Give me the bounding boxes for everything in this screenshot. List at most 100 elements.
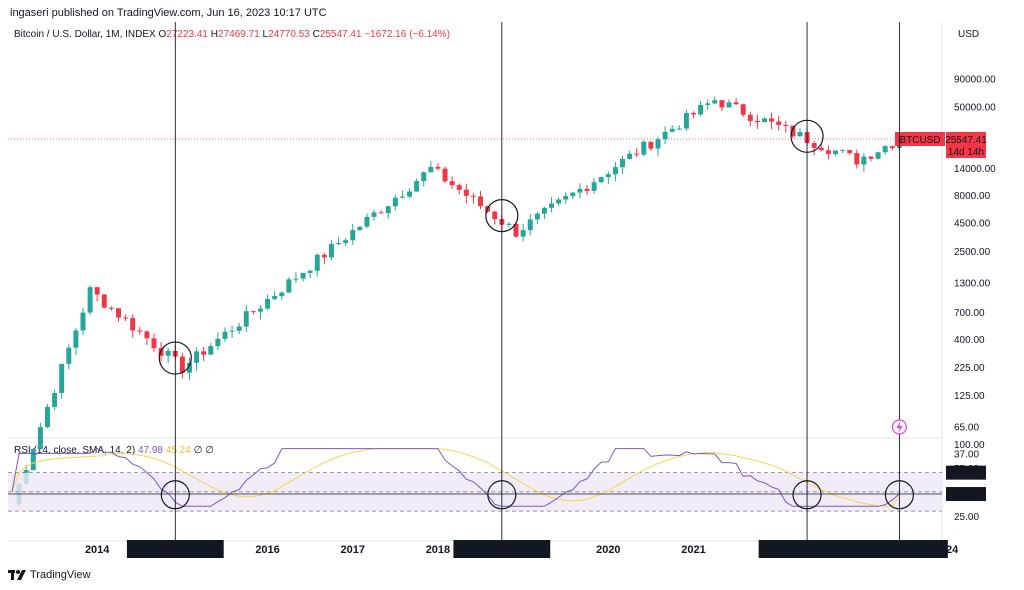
rsi-value-tag <box>946 465 986 480</box>
price-tick-label: 65.00 <box>954 423 979 434</box>
candle-body <box>797 132 803 137</box>
rsi-tick-label: 100.00 <box>954 440 985 451</box>
candle-body <box>229 330 235 332</box>
candle-body <box>137 330 143 332</box>
candle-body <box>570 192 576 197</box>
price-tick-label: 400.00 <box>954 335 985 346</box>
candle-body <box>470 195 476 197</box>
price-tag-price: 25547.41 <box>945 135 987 146</box>
candle-body <box>513 223 519 237</box>
marker-date-box <box>126 540 224 558</box>
candle-body <box>598 177 604 183</box>
close-value: 25547.41 <box>319 29 362 40</box>
year-label: 2020 <box>596 544 620 556</box>
candle-body <box>527 219 533 231</box>
price-tag-symbol-box <box>895 131 945 146</box>
candle-body <box>854 153 860 165</box>
price-tick-label: 50000.00 <box>954 103 996 114</box>
price-tick-label: 37.00 <box>954 450 979 461</box>
candle-body <box>534 213 540 220</box>
tradingview-footer[interactable]: TradingView <box>8 569 91 581</box>
candle-body <box>605 174 611 178</box>
candle-body <box>541 207 547 214</box>
candle-body <box>825 150 831 155</box>
rsi-legend-value: 47.98 <box>137 445 163 456</box>
marker-date-label: Sun 01 May '22 <box>768 544 846 556</box>
rsi-value-tag-label: 68.52 <box>953 469 978 480</box>
year-label: 2014 <box>85 544 110 556</box>
candle-body <box>861 156 867 165</box>
candle-body <box>66 347 72 364</box>
candle-body <box>130 318 136 331</box>
open-value: 27223.41 <box>166 29 208 40</box>
candle-body <box>833 150 838 155</box>
candle-body <box>186 362 192 373</box>
candle-body <box>591 182 597 191</box>
candle-body <box>875 152 881 159</box>
candle-body <box>818 147 824 151</box>
candle-body <box>215 338 221 347</box>
rsi-value-tag-label: 47.79 <box>953 490 978 501</box>
year-label: 2018 <box>426 544 450 556</box>
candle-body <box>371 212 377 217</box>
rsi-tick-label: 25.00 <box>954 512 979 523</box>
candle-body <box>733 102 739 105</box>
candle-body <box>712 100 718 104</box>
candle-body <box>236 326 242 331</box>
candle-body <box>428 166 434 173</box>
candle-body <box>37 427 43 450</box>
symbol-name: Bitcoin / U.S. Dollar, 1M, INDEX <box>14 29 156 40</box>
candle-body <box>577 188 583 193</box>
candle-body <box>449 181 455 186</box>
candle-body <box>435 166 441 169</box>
marker-circle <box>158 341 192 375</box>
price-tick-label: 14000.00 <box>954 164 996 175</box>
low-value: 24770.53 <box>268 29 310 40</box>
marker-date-box <box>851 540 948 558</box>
candle-body <box>478 196 484 207</box>
candle-body <box>683 113 689 129</box>
candle-body <box>364 216 370 227</box>
candle-body <box>286 279 292 293</box>
price-tag-box <box>946 131 986 158</box>
price-tick-label: 225.00 <box>954 363 985 374</box>
candle-body <box>648 141 654 149</box>
candle-body <box>336 243 342 245</box>
candle-body <box>87 287 93 313</box>
marker-circle <box>790 119 824 153</box>
rsi-marker-circle <box>792 480 822 510</box>
candle-body <box>208 346 214 355</box>
candle-body <box>94 287 100 295</box>
candle-body <box>719 100 725 108</box>
candle-body <box>222 331 228 339</box>
candle-body <box>414 181 420 192</box>
high-label: H <box>210 29 219 40</box>
candle-body <box>378 212 384 214</box>
rsi-marker-circle <box>884 480 915 510</box>
candle-body <box>123 317 129 319</box>
candle-body <box>179 356 185 373</box>
candle-body <box>520 230 526 237</box>
candle-body <box>669 128 675 132</box>
candle-body <box>101 294 107 308</box>
candle-body <box>257 308 263 312</box>
high-value: 27469.71 <box>218 29 260 40</box>
price-tag-countdown: 14d 14h <box>948 147 984 158</box>
symbol-legend: Bitcoin / U.S. Dollar, 1M, INDEX O27223.… <box>14 29 450 40</box>
candle-body <box>165 350 171 356</box>
price-tick-label: 1300.00 <box>954 278 991 289</box>
year-label: 2016 <box>255 544 279 556</box>
marker-date-box <box>758 540 856 558</box>
rsi-legend-extra: ∅ ∅ <box>193 445 214 456</box>
candle-body <box>321 254 327 258</box>
candle-body <box>144 331 150 339</box>
candle-body <box>243 311 249 327</box>
price-tick-label: 8000.00 <box>954 191 991 202</box>
candle-body <box>73 330 79 348</box>
candle-body <box>463 189 469 196</box>
rsi-marker-circle <box>160 480 190 510</box>
currency-label: USD <box>958 29 980 40</box>
candle-body <box>762 118 767 123</box>
candle-body <box>151 338 157 349</box>
